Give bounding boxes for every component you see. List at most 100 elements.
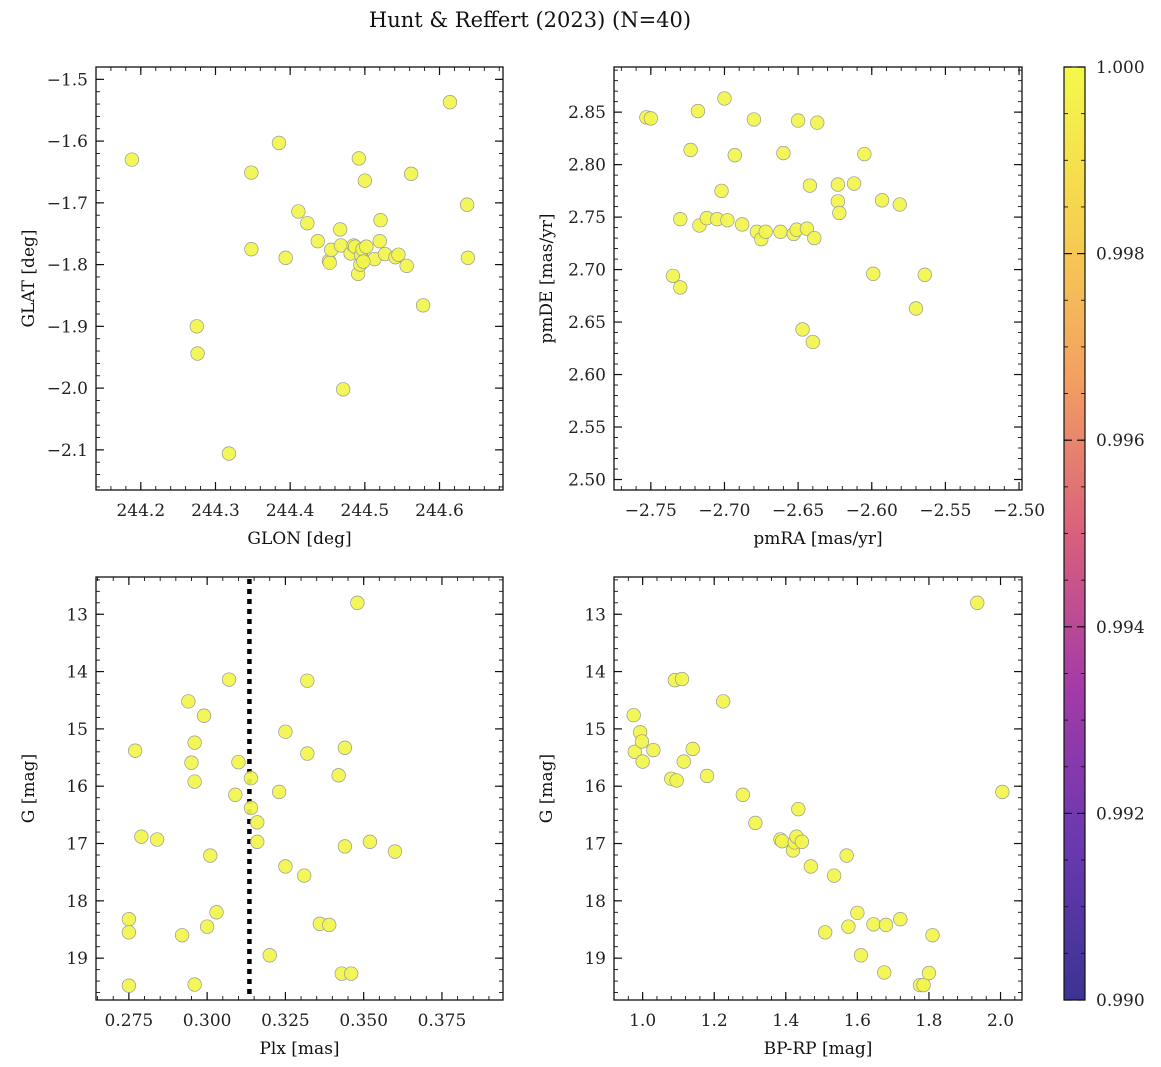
panel2-data-point [810, 115, 825, 130]
panel2-data-point [866, 266, 881, 281]
panel3-points [121, 595, 403, 993]
panel1-ytick-label: −1.5 [47, 70, 88, 90]
panel3-frame [95, 576, 504, 1001]
panel4-ytick-label: 17 [584, 835, 606, 855]
panel2-data-point [857, 146, 872, 162]
panel4-data-point [716, 694, 731, 709]
panel4-data-point [877, 965, 892, 980]
panel4-data-point [803, 859, 818, 874]
panel4-data-point [826, 868, 842, 883]
panel3-ytick-label: 14 [66, 663, 88, 683]
panel4-ytick-label: 18 [584, 892, 606, 912]
panel3-data-point [243, 800, 259, 816]
panel-bprp-g: 1.0 1.2 1.4 1.6 1.8 2.0 13 14 15 16 17 18 19 BP-RP [m… [537, 576, 1023, 1059]
panel1-ytick-label: −1.7 [47, 194, 88, 214]
panel3-data-point [174, 928, 190, 943]
panel2-data-point [758, 224, 773, 239]
panel3-xtick-label: 0.325 [261, 1011, 310, 1031]
panel1-data-point [372, 233, 387, 249]
panel3-data-point [331, 768, 346, 783]
panel2-data-point [683, 142, 698, 158]
panel3-data-point [387, 844, 403, 859]
panel4-data-point [627, 744, 642, 759]
panel3-data-point [228, 787, 243, 802]
panel4-data-point [921, 965, 937, 981]
panel3-data-point [134, 829, 149, 844]
panel4-data-point [775, 834, 790, 849]
panel2-points [639, 91, 932, 350]
panel2-frame [613, 66, 1023, 491]
panel1-data-point [336, 382, 351, 397]
panel2-data-point [776, 145, 791, 161]
panel2-data-point [734, 217, 750, 232]
panel1-xtick-label: 244.4 [266, 501, 315, 521]
panel1-points [124, 95, 476, 461]
panel4-data-point [635, 754, 650, 769]
panel1-data-point [310, 233, 325, 249]
panel1-xtick-label: 244.2 [116, 501, 165, 521]
panel1-data-point [351, 151, 367, 166]
panel1-data-point [415, 298, 431, 313]
panel1-data-point [373, 212, 388, 228]
panel-plx-g: 0.275 0.300 0.325 0.350 0.375 13 14 15 16 17 18 19 P… [19, 576, 504, 1059]
panel2-xlabel: pmRA [mas/yr] [753, 529, 882, 549]
panel3-data-point [187, 735, 202, 750]
figure-title: Hunt & Reffert (2023) (N=40) [369, 8, 691, 32]
panel2-data-point [874, 193, 890, 208]
panel2-data-point [643, 111, 658, 126]
panel4-data-point [839, 848, 854, 863]
panel3-ylabel: G [mag] [19, 754, 39, 823]
panel2-data-point [673, 280, 688, 295]
panel1-data-point [357, 173, 372, 188]
panel4-data-point [674, 671, 690, 687]
panel2-ytick-label: 2.50 [568, 471, 606, 491]
panel4-data-point [995, 784, 1010, 800]
colorbar: 0.990 0.992 0.994 0.996 0.998 1.000 [1063, 58, 1145, 1011]
colorbar-tick-label: 0.990 [1096, 991, 1145, 1011]
panel3-data-point [350, 595, 365, 610]
panel2-data-point [720, 213, 735, 228]
panel2-data-point [802, 178, 818, 193]
panel2-ytick-label: 2.55 [568, 418, 606, 438]
panel3-minor-ticks [96, 577, 503, 1000]
panel1-data-point [124, 152, 139, 167]
colorbar-ticks: 0.990 0.992 0.994 0.996 0.998 1.000 [1064, 58, 1145, 1011]
panel4-data-point [748, 815, 763, 831]
colorbar-tick-label: 0.996 [1096, 431, 1145, 451]
panel2-ytick-label: 2.70 [568, 261, 606, 281]
panel1-data-point [460, 197, 475, 212]
panel1-data-point [291, 204, 306, 219]
colorbar-tick-label: 0.992 [1096, 804, 1145, 824]
panel2-data-point [830, 177, 846, 192]
panel3-data-point [181, 694, 196, 709]
panel4-ytick-label: 14 [584, 663, 606, 683]
panel2-data-point [799, 221, 815, 236]
panel2-ytick-label: 2.75 [568, 208, 606, 228]
panel1-data-point [271, 135, 287, 151]
panel1-data-point [300, 216, 315, 231]
panel1-data-point [356, 254, 371, 269]
panel1-data-point [221, 446, 237, 461]
panel2-data-point [773, 224, 788, 239]
panel3-data-point [209, 905, 224, 920]
panel4-data-point [841, 919, 856, 934]
panel4-data-point [970, 595, 985, 610]
panel-glon-glat: 244.2 244.3 244.4 244.5 244.6 −2.1 −2.0 −1.9 −1.… [19, 66, 504, 549]
panel2-data-point [727, 148, 742, 163]
panel1-data-point [189, 319, 204, 334]
panel3-data-point [149, 832, 165, 847]
panel2-data-point [717, 91, 732, 106]
panel4-data-point [794, 834, 810, 849]
panel3-data-point [337, 740, 353, 755]
panel1-ytick-label: −2.1 [47, 441, 88, 461]
panel3-xtick-label: 0.350 [339, 1011, 388, 1031]
panel4-ytick-label: 13 [584, 605, 606, 625]
panel1-data-point [403, 166, 419, 181]
panel4-data-point [893, 912, 908, 927]
colorbar-tick-label: 0.998 [1096, 245, 1145, 265]
panel1-data-point [333, 222, 348, 237]
panel2-data-point [892, 197, 907, 212]
panel2-ytick-label: 2.80 [568, 156, 606, 176]
panel4-frame [613, 576, 1023, 1001]
panel4-data-point [791, 801, 806, 817]
